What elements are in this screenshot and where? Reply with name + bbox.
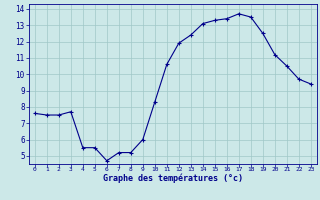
X-axis label: Graphe des températures (°c): Graphe des températures (°c) bbox=[103, 174, 243, 183]
